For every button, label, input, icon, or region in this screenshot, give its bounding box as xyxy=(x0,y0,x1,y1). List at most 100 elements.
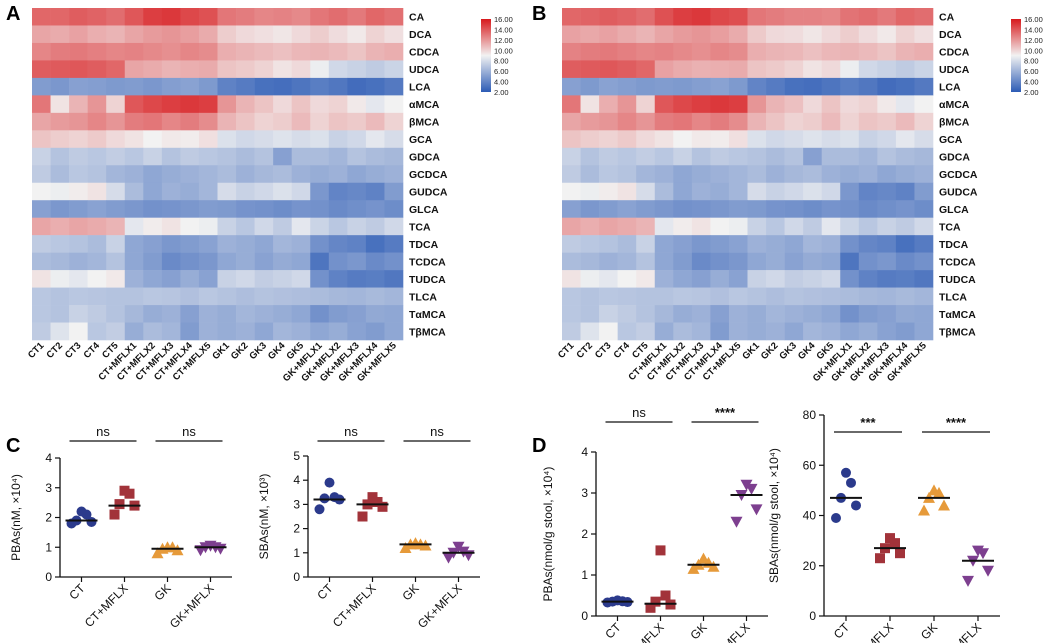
x-tick-label: CT+MFLX xyxy=(330,581,379,630)
heat-cell xyxy=(236,77,255,96)
heat-cell xyxy=(710,252,730,271)
x-tick-label: CT xyxy=(66,581,88,603)
row-label: βMCA xyxy=(939,117,970,129)
heat-cell xyxy=(310,217,330,236)
column-label: CT3 xyxy=(63,340,83,360)
heat-cell xyxy=(580,60,600,79)
heat-cell xyxy=(254,287,274,306)
heat-cell xyxy=(347,270,367,288)
panel-label-D: D xyxy=(532,435,546,457)
heat-cell xyxy=(310,8,330,26)
heat-cell xyxy=(32,270,51,288)
heat-cell xyxy=(895,77,915,96)
heat-cell xyxy=(87,217,107,236)
heat-cell xyxy=(784,42,804,61)
heat-cell xyxy=(310,305,330,323)
heat-cell xyxy=(273,235,292,253)
heat-cell xyxy=(636,305,656,323)
heat-cell xyxy=(254,305,274,323)
heat-cell xyxy=(198,322,218,341)
heat-cell xyxy=(858,60,878,79)
column-label: GK2 xyxy=(759,340,781,362)
heat-cell xyxy=(821,60,841,79)
heat-cell xyxy=(198,305,218,323)
heat-cell xyxy=(821,217,841,236)
heat-cell xyxy=(710,42,730,61)
row-label: TCA xyxy=(939,221,961,233)
heat-cell xyxy=(106,182,126,201)
heat-cell xyxy=(347,77,367,96)
heat-cell xyxy=(895,182,915,201)
heat-cell xyxy=(217,182,237,201)
heat-cell xyxy=(87,200,107,218)
heat-cell xyxy=(124,8,144,26)
heat-cell xyxy=(198,112,218,131)
heat-cell xyxy=(69,252,88,271)
heat-cell xyxy=(877,287,897,306)
heat-cell xyxy=(365,235,385,253)
heat-cell xyxy=(636,25,656,44)
heat-cell xyxy=(106,60,126,79)
heat-cell xyxy=(291,130,311,149)
significance-label: **** xyxy=(946,415,967,430)
row-label: CDCA xyxy=(939,47,970,59)
heat-cell xyxy=(50,322,70,341)
heat-cell xyxy=(766,270,785,288)
heat-cell xyxy=(877,77,897,96)
heat-cell xyxy=(180,270,200,288)
heat-cell xyxy=(636,217,656,236)
heat-cell xyxy=(365,60,385,79)
heat-cell xyxy=(198,217,218,236)
heat-cell xyxy=(784,130,804,149)
heat-cell xyxy=(236,112,255,131)
heat-cell xyxy=(124,322,144,341)
heat-cell xyxy=(580,112,600,131)
heat-cell xyxy=(840,8,860,26)
data-point xyxy=(831,513,841,524)
heat-cell xyxy=(914,95,934,114)
heat-cell xyxy=(821,8,841,26)
heat-cell xyxy=(821,130,841,149)
column-label: CT2 xyxy=(44,340,64,360)
heat-cell xyxy=(328,165,348,184)
heat-cell xyxy=(673,217,693,236)
heat-cell xyxy=(599,182,618,201)
row-label: GDCA xyxy=(409,152,440,164)
heat-cell xyxy=(124,252,144,271)
y-tick-label: 0 xyxy=(809,609,816,623)
heat-cell xyxy=(617,77,637,96)
heat-cell xyxy=(180,60,200,79)
heat-cell xyxy=(87,25,107,44)
heat-cell xyxy=(32,130,51,149)
heat-cell xyxy=(69,270,88,288)
x-tick-label: GK xyxy=(399,581,421,603)
heat-cell xyxy=(143,235,163,253)
heat-cell xyxy=(821,252,841,271)
data-point xyxy=(314,504,325,515)
heat-cell xyxy=(784,322,804,341)
heat-cell xyxy=(895,235,915,253)
heat-cell xyxy=(895,270,915,288)
heat-cell xyxy=(32,305,51,323)
heat-cell xyxy=(236,8,255,26)
heat-cell xyxy=(236,147,255,166)
significance-label: ns xyxy=(96,424,110,439)
heat-cell xyxy=(821,25,841,44)
row-label: CDCA xyxy=(409,47,440,59)
heat-cell xyxy=(236,270,255,288)
heat-cell xyxy=(32,95,51,114)
data-point xyxy=(982,565,994,577)
heat-cell xyxy=(691,147,711,166)
heat-cell xyxy=(69,217,88,236)
y-tick-label: 80 xyxy=(803,408,817,422)
heat-cell xyxy=(106,42,126,61)
heat-cell xyxy=(384,8,404,26)
heat-cell xyxy=(124,270,144,288)
heat-cell xyxy=(858,130,878,149)
heat-cell xyxy=(161,322,181,341)
heat-cell xyxy=(328,217,348,236)
heat-cell xyxy=(691,165,711,184)
heat-cell xyxy=(636,165,656,184)
heat-cell xyxy=(161,77,181,96)
heat-cell xyxy=(254,42,274,61)
